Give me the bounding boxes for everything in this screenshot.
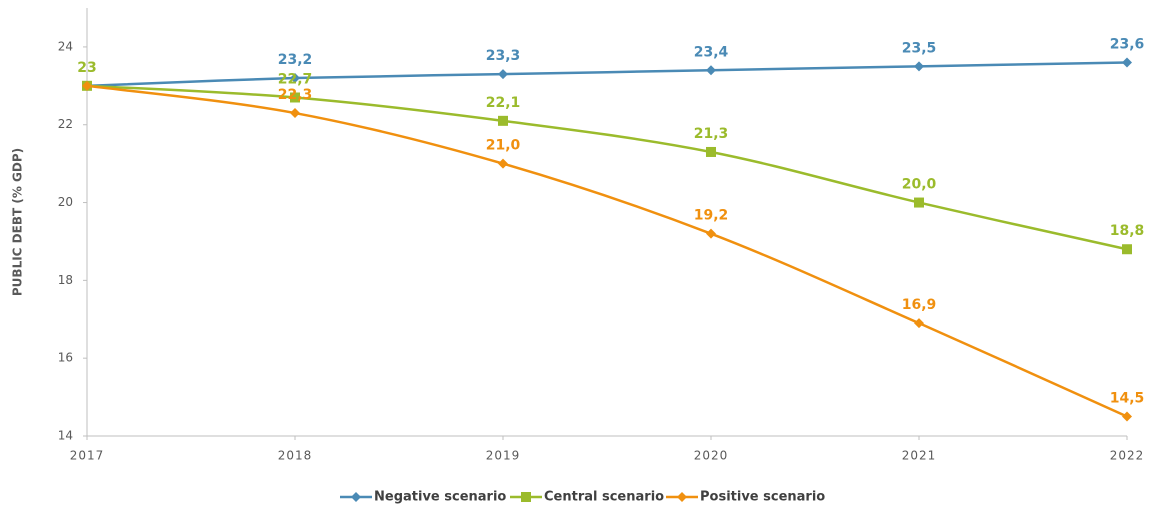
x-tick-label: 2019 <box>486 449 521 463</box>
data-label: 18,8 <box>1110 223 1145 239</box>
y-tick-label: 16 <box>58 351 73 365</box>
legend-marker <box>521 492 531 502</box>
data-label: 14,5 <box>1110 391 1145 407</box>
x-tick-label: 2021 <box>902 449 937 463</box>
data-label: 21,3 <box>694 126 729 142</box>
x-tick-label: 2017 <box>70 449 105 463</box>
data-point <box>914 197 924 208</box>
data-label: 23,5 <box>902 40 937 56</box>
data-label: 21,0 <box>486 138 521 154</box>
data-point <box>914 318 924 329</box>
data-point <box>498 115 508 126</box>
y-tick-label: 22 <box>58 117 73 131</box>
series-line <box>86 84 1128 251</box>
data-point <box>706 146 716 157</box>
data-point <box>290 92 300 103</box>
data-point <box>914 61 924 72</box>
y-tick-label: 24 <box>58 39 73 53</box>
legend-label: Central scenario <box>544 490 664 505</box>
data-label: 23,6 <box>1110 36 1145 52</box>
data-point <box>290 73 300 84</box>
data-point <box>1122 244 1132 255</box>
legend-marker <box>677 492 687 502</box>
data-point <box>706 228 716 239</box>
series-line <box>86 84 1128 418</box>
x-tick-label: 2022 <box>1110 449 1145 463</box>
data-point <box>706 65 716 76</box>
data-label: 22,1 <box>486 95 521 111</box>
x-tick-label: 2020 <box>694 449 729 463</box>
y-tick-label: 18 <box>58 273 73 287</box>
data-point <box>82 80 92 91</box>
data-label: 22,3 <box>278 87 313 103</box>
data-label: 23,4 <box>694 44 729 60</box>
data-point <box>290 108 300 119</box>
x-tick-label: 2018 <box>278 449 313 463</box>
data-point <box>498 158 508 169</box>
data-label: 23 <box>77 60 96 76</box>
data-point <box>498 69 508 80</box>
legend-label: Negative scenario <box>374 490 506 505</box>
data-label: 20,0 <box>902 177 937 193</box>
data-label: 19,2 <box>694 208 729 224</box>
y-axis-label: PUBLIC DEBT (% GDP) <box>11 148 25 296</box>
data-point <box>1122 411 1132 422</box>
series-line <box>86 61 1128 88</box>
legend-marker <box>351 492 361 502</box>
data-label: 23,2 <box>278 52 313 68</box>
data-label: 16,9 <box>902 297 937 313</box>
legend-label: Positive scenario <box>700 490 825 505</box>
data-point <box>1122 57 1132 68</box>
y-tick-label: 20 <box>58 195 73 209</box>
data-label: 22,7 <box>278 71 313 87</box>
data-label: 23,3 <box>486 48 521 64</box>
y-tick-label: 14 <box>58 429 73 443</box>
